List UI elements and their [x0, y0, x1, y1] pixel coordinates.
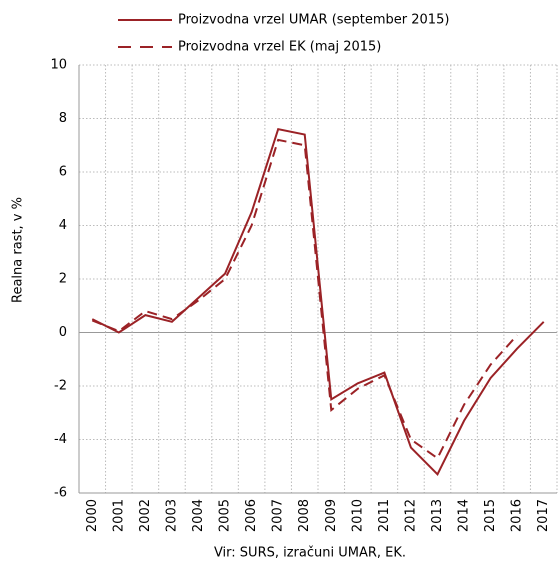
- legend-label: Proizvodna vrzel UMAR (september 2015): [178, 13, 449, 28]
- x-tick-label: 2009: [324, 499, 339, 532]
- x-tick-label: 2000: [85, 499, 100, 532]
- line-series: [91, 138, 518, 460]
- y-axis-title: Realna rast, v %: [11, 197, 26, 303]
- x-tick-label: 2008: [297, 499, 312, 532]
- y-tick-label: 8: [59, 111, 67, 126]
- x-tick-label: 2013: [430, 499, 445, 532]
- y-tick-label: -2: [54, 379, 67, 394]
- x-tick-label: 2012: [403, 499, 418, 532]
- y-tick-label: 4: [59, 218, 67, 233]
- x-tick-label: 2002: [138, 499, 153, 532]
- x-tick-label: 2014: [457, 499, 472, 532]
- x-tick-label: 2011: [377, 499, 392, 532]
- y-tick-label: 10: [50, 58, 67, 73]
- x-tick-label: 2001: [111, 499, 126, 532]
- x-tick-label: 2004: [191, 499, 206, 532]
- x-tick-label: 2007: [271, 499, 286, 532]
- x-tick-label: 2016: [510, 499, 525, 532]
- y-tick-label: 0: [59, 325, 67, 340]
- x-tick-label: 2006: [244, 499, 259, 532]
- y-tick-label: 2: [59, 272, 67, 287]
- x-tick-label: 2015: [483, 499, 498, 532]
- line-series: [91, 128, 545, 476]
- x-tick-label: 2010: [350, 499, 365, 532]
- y-tick-label: -4: [54, 432, 67, 447]
- legend-label: Proizvodna vrzel EK (maj 2015): [178, 40, 381, 55]
- source: Vir: SURS, izračuni UMAR, EK.: [214, 546, 406, 561]
- y-tick-label: 6: [59, 165, 67, 180]
- x-tick-label: 2003: [164, 499, 179, 532]
- x-tick-label: 2005: [218, 499, 233, 532]
- y-tick-label: -6: [54, 486, 67, 501]
- x-tick-label: 2017: [536, 499, 551, 532]
